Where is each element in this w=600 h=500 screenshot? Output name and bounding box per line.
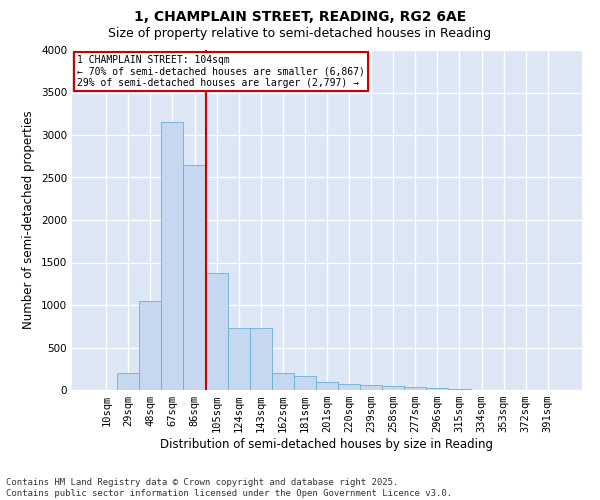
Bar xyxy=(250,328,272,390)
Bar xyxy=(184,165,206,390)
Bar xyxy=(294,376,316,390)
Bar xyxy=(206,272,227,390)
Bar xyxy=(227,328,250,390)
Bar xyxy=(117,373,139,390)
Text: 1 CHAMPLAIN STREET: 104sqm
← 70% of semi-detached houses are smaller (6,867)
29%: 1 CHAMPLAIN STREET: 104sqm ← 70% of semi… xyxy=(77,55,365,88)
Bar xyxy=(316,382,338,390)
Bar xyxy=(382,386,404,390)
Bar xyxy=(427,388,448,390)
Bar xyxy=(338,384,360,390)
Bar xyxy=(161,122,184,390)
Y-axis label: Number of semi-detached properties: Number of semi-detached properties xyxy=(22,110,35,330)
Text: Size of property relative to semi-detached houses in Reading: Size of property relative to semi-detach… xyxy=(109,28,491,40)
X-axis label: Distribution of semi-detached houses by size in Reading: Distribution of semi-detached houses by … xyxy=(161,438,493,451)
Bar xyxy=(404,387,427,390)
Text: 1, CHAMPLAIN STREET, READING, RG2 6AE: 1, CHAMPLAIN STREET, READING, RG2 6AE xyxy=(134,10,466,24)
Text: Contains HM Land Registry data © Crown copyright and database right 2025.
Contai: Contains HM Land Registry data © Crown c… xyxy=(6,478,452,498)
Bar xyxy=(272,373,294,390)
Bar xyxy=(139,300,161,390)
Bar xyxy=(360,385,382,390)
